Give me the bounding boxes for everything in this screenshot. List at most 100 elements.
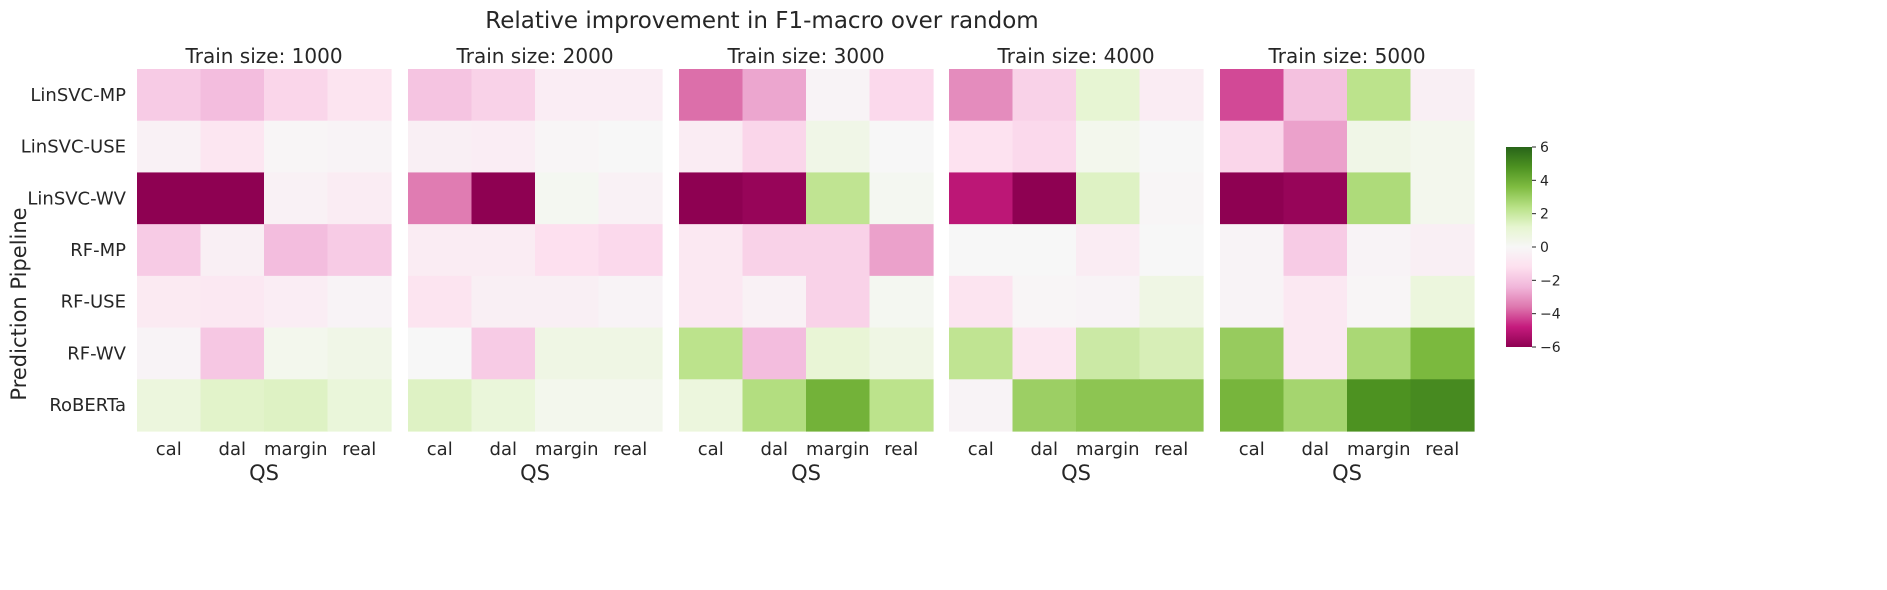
heatmap-cell	[327, 172, 392, 225]
x-tick-label: cal	[156, 439, 182, 460]
heatmap-cell	[1220, 379, 1285, 432]
heatmap-cell	[137, 172, 202, 225]
heatmap-cell	[1283, 275, 1348, 329]
heatmap-cell	[137, 327, 202, 380]
heatmap-cell	[137, 69, 202, 122]
y-tick-label: RF-MP	[70, 240, 126, 261]
x-axis-label: QS	[520, 461, 550, 485]
heatmap-cell	[679, 327, 744, 380]
heatmap-cell	[1410, 69, 1475, 122]
heatmap-cell	[535, 120, 600, 174]
panel-title: Train size: 1000	[184, 44, 342, 68]
heatmap-cell	[1410, 224, 1475, 277]
heatmap-cell	[408, 275, 473, 329]
heatmap-cell	[264, 379, 329, 432]
heatmap-cell	[1347, 224, 1412, 277]
x-axis-label: QS	[249, 461, 279, 485]
heatmap-cell	[1220, 224, 1285, 277]
heatmap-cell	[869, 224, 934, 277]
heatmap-cell	[200, 69, 265, 122]
heatmap-cell	[1283, 224, 1348, 277]
heatmap-cell	[1220, 172, 1285, 225]
heatmap-cell	[264, 120, 329, 174]
x-axis-label: QS	[1061, 461, 1091, 485]
heatmap-cell	[869, 379, 934, 432]
heatmap-cell	[1283, 172, 1348, 225]
x-tick-label: dal	[761, 439, 788, 460]
heatmap-cell	[327, 69, 392, 122]
colorbar-tick-label: 0	[1540, 240, 1549, 256]
x-tick-label: real	[342, 439, 376, 460]
panel-title: Train size: 3000	[726, 44, 884, 68]
heatmap-panel: Train size: 1000 cal dal margin real QS LinSVC…	[21, 44, 392, 485]
heatmap-cell	[598, 327, 663, 380]
heatmap-cell	[806, 327, 871, 380]
heatmap-cell	[1220, 69, 1285, 122]
y-tick-label: LinSVC-MP	[30, 85, 126, 106]
heatmap-cell	[598, 224, 663, 277]
heatmap-cell	[1139, 69, 1204, 122]
colorbar-tick-label: −4	[1540, 307, 1561, 323]
heatmap-cell	[1283, 120, 1348, 174]
heatmap-cell	[869, 172, 934, 225]
heatmap-cell	[535, 69, 600, 122]
heatmap-cell	[679, 275, 744, 329]
heatmap-cell	[1139, 327, 1204, 380]
heatmap-cell	[1012, 379, 1077, 432]
colorbar-gradient	[1506, 147, 1532, 347]
heatmap-cell	[1012, 69, 1077, 122]
heatmap-cell	[264, 224, 329, 277]
heatmap-cell	[1410, 327, 1475, 380]
heatmap-cell	[1347, 327, 1412, 380]
heatmap-cell	[806, 275, 871, 329]
heatmap-cell	[869, 120, 934, 174]
heatmap-cell	[949, 120, 1014, 174]
heatmap-cell	[1139, 379, 1204, 432]
heatmap-cell	[1012, 120, 1077, 174]
heatmap-cell	[264, 172, 329, 225]
heatmap-cell	[1076, 69, 1141, 122]
heatmap-cell	[535, 327, 600, 380]
figure-title: Relative improvement in F1-macro over ra…	[485, 8, 1038, 34]
heatmap-cell	[1410, 172, 1475, 225]
heatmap-cell	[949, 224, 1014, 277]
heatmap-cell	[200, 275, 265, 329]
colorbar-tick-label: 2	[1540, 207, 1549, 223]
heatmap-cell	[598, 172, 663, 225]
x-tick-label: margin	[264, 439, 327, 460]
panel-title: Train size: 5000	[1267, 44, 1425, 68]
heatmap-cell	[1012, 172, 1077, 225]
x-tick-label: real	[1425, 439, 1459, 460]
heatmap-cell	[742, 224, 807, 277]
colorbar-tick-label: 4	[1540, 173, 1549, 189]
heatmap-cell	[679, 120, 744, 174]
heatmap-cell	[200, 172, 265, 225]
heatmap-cell	[869, 275, 934, 329]
heatmap-cell	[742, 327, 807, 380]
heatmap-cell	[742, 379, 807, 432]
heatmap-cell	[408, 224, 473, 277]
heatmap-cell	[1347, 120, 1412, 174]
x-tick-label: dal	[1302, 439, 1329, 460]
heatmap-cell	[408, 69, 473, 122]
heatmap-cell	[806, 224, 871, 277]
x-tick-label: margin	[1076, 439, 1139, 460]
heatmap-cell	[1012, 224, 1077, 277]
heatmap-cell	[1347, 379, 1412, 432]
heatmap-cell	[869, 327, 934, 380]
heatmap-cell	[1012, 327, 1077, 380]
heatmap-cell	[806, 69, 871, 122]
heatmap-cell	[408, 327, 473, 380]
heatmap-cell	[949, 172, 1014, 225]
heatmap-cell	[327, 224, 392, 277]
heatmap-cell	[598, 275, 663, 329]
colorbar: 6 4 2 0 −2 −4 −6	[1506, 140, 1561, 356]
heatmap-cell	[742, 172, 807, 225]
colorbar-tick-label: −2	[1540, 273, 1561, 289]
heatmap-cell	[598, 120, 663, 174]
heatmap-cell	[1076, 275, 1141, 329]
heatmap-cell	[1410, 120, 1475, 174]
heatmap-cell	[1347, 275, 1412, 329]
heatmap-panel: Train size: 3000 cal dal margin real QS	[679, 44, 934, 485]
